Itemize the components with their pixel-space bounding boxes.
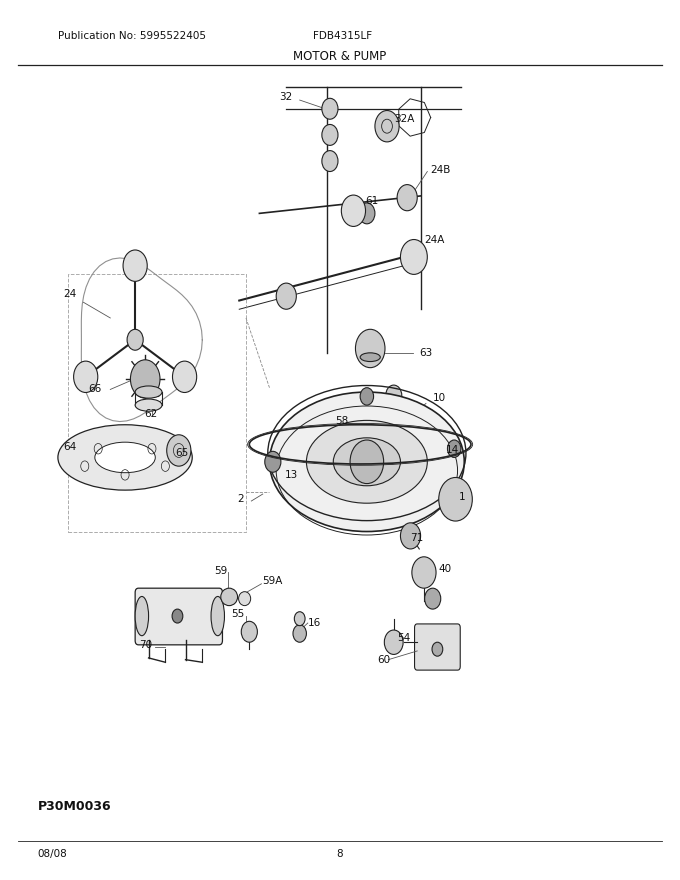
Text: 13: 13 xyxy=(285,470,299,480)
Text: P30M0036: P30M0036 xyxy=(38,800,112,812)
Circle shape xyxy=(397,185,418,210)
Text: 70: 70 xyxy=(139,640,152,649)
Text: 54: 54 xyxy=(397,633,411,643)
Text: 59A: 59A xyxy=(262,576,283,586)
Circle shape xyxy=(73,361,98,392)
Text: 2: 2 xyxy=(237,495,244,504)
Circle shape xyxy=(341,195,366,226)
Text: 08/08: 08/08 xyxy=(38,849,67,859)
Circle shape xyxy=(386,385,402,406)
Ellipse shape xyxy=(221,588,237,605)
Circle shape xyxy=(447,440,461,458)
Circle shape xyxy=(359,203,375,224)
Circle shape xyxy=(293,625,307,642)
Circle shape xyxy=(131,360,160,398)
Ellipse shape xyxy=(360,353,380,362)
Circle shape xyxy=(241,621,258,642)
Circle shape xyxy=(412,557,436,588)
Text: 66: 66 xyxy=(88,385,101,394)
Circle shape xyxy=(173,361,197,392)
Circle shape xyxy=(350,440,384,484)
Text: MOTOR & PUMP: MOTOR & PUMP xyxy=(293,50,387,63)
Circle shape xyxy=(375,111,399,142)
Circle shape xyxy=(127,329,143,350)
Circle shape xyxy=(276,283,296,309)
FancyBboxPatch shape xyxy=(135,588,222,645)
Ellipse shape xyxy=(135,399,162,411)
Text: 32: 32 xyxy=(279,92,293,102)
Circle shape xyxy=(414,410,427,428)
Circle shape xyxy=(424,588,441,609)
Circle shape xyxy=(432,642,443,656)
Circle shape xyxy=(123,250,148,282)
Text: 61: 61 xyxy=(366,196,379,206)
Circle shape xyxy=(265,451,281,473)
Ellipse shape xyxy=(211,597,224,635)
Text: 40: 40 xyxy=(438,564,452,574)
Text: 24A: 24A xyxy=(424,234,444,245)
Ellipse shape xyxy=(135,386,162,398)
Text: 14: 14 xyxy=(446,445,460,456)
Circle shape xyxy=(356,329,385,368)
Text: 24B: 24B xyxy=(430,165,451,175)
Circle shape xyxy=(332,398,345,415)
Text: 24: 24 xyxy=(63,289,77,298)
Text: 55: 55 xyxy=(231,609,245,620)
Circle shape xyxy=(172,609,183,623)
Text: 16: 16 xyxy=(308,618,321,628)
Text: 59: 59 xyxy=(214,566,227,576)
Text: 60: 60 xyxy=(377,655,390,664)
Text: 1: 1 xyxy=(459,492,466,502)
Circle shape xyxy=(294,612,305,626)
Circle shape xyxy=(384,630,403,655)
Circle shape xyxy=(322,150,338,172)
Text: 58: 58 xyxy=(335,416,348,426)
Circle shape xyxy=(322,124,338,145)
Text: 32A: 32A xyxy=(394,114,415,124)
FancyBboxPatch shape xyxy=(415,624,460,671)
Text: FDB4315LF: FDB4315LF xyxy=(313,31,372,40)
Text: 62: 62 xyxy=(144,409,157,419)
Text: Publication No: 5995522405: Publication No: 5995522405 xyxy=(58,31,206,40)
Ellipse shape xyxy=(269,392,464,532)
Text: 65: 65 xyxy=(175,448,189,458)
Circle shape xyxy=(401,239,427,275)
Circle shape xyxy=(360,388,373,405)
Circle shape xyxy=(439,478,473,521)
Circle shape xyxy=(322,99,338,119)
Text: 8: 8 xyxy=(337,849,343,859)
Text: 63: 63 xyxy=(420,348,432,358)
Circle shape xyxy=(401,523,421,549)
Ellipse shape xyxy=(307,421,427,503)
Ellipse shape xyxy=(135,597,148,635)
Ellipse shape xyxy=(58,425,192,490)
Circle shape xyxy=(167,435,191,466)
Text: 10: 10 xyxy=(433,393,446,403)
Ellipse shape xyxy=(95,442,155,473)
Text: 71: 71 xyxy=(410,532,423,543)
Ellipse shape xyxy=(333,438,401,486)
Text: 64: 64 xyxy=(63,442,77,452)
Ellipse shape xyxy=(239,591,251,605)
